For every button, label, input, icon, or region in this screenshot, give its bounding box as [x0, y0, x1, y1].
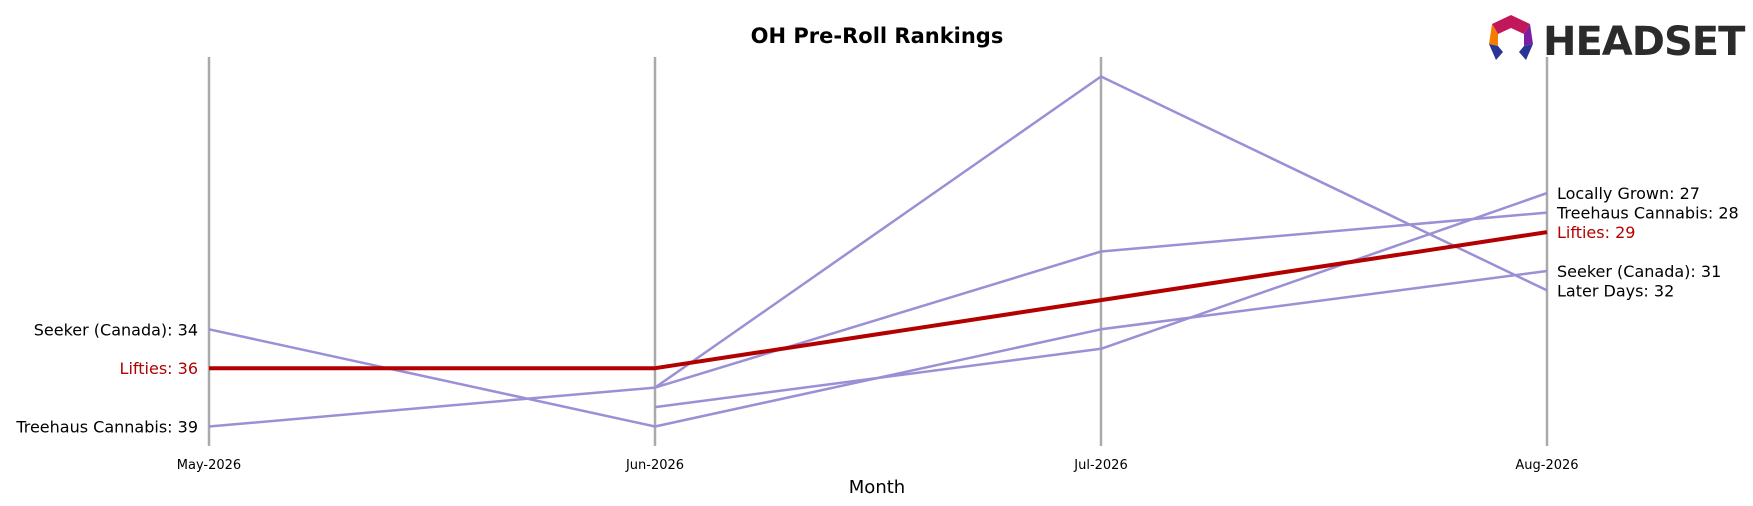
right-end-label: Lifties: 29 [1557, 223, 1635, 242]
right-end-label: Seeker (Canada): 31 [1557, 262, 1721, 281]
headset-logo-icon [1489, 15, 1533, 60]
right-end-label: Later Days: 32 [1557, 281, 1674, 300]
series-line-seeker-canada [208, 269, 1548, 428]
series-lines [208, 75, 1548, 428]
chart-title: OH Pre-Roll Rankings [751, 24, 1004, 48]
series-line-lifties [209, 230, 1548, 371]
x-axis-title: Month [849, 477, 905, 498]
headset-logo-text: HEADSET [1543, 19, 1746, 65]
x-tick-label: May-2026 [177, 458, 241, 473]
month-axis-lines [207, 57, 1549, 446]
x-tick-label: Jun-2026 [625, 458, 684, 473]
right-end-label: Locally Grown: 27 [1557, 184, 1700, 203]
x-tick-labels: May-2026 Jun-2026 Jul-2026 Aug-2026 [177, 458, 1579, 473]
left-end-label: Treehaus Cannabis: 39 [15, 418, 198, 437]
left-end-label: Seeker (Canada): 34 [34, 320, 198, 339]
x-tick-label: Aug-2026 [1515, 458, 1578, 473]
series-line-treehaus-cannabis [208, 211, 1548, 428]
series-line-locally-grown [654, 191, 1548, 409]
left-end-labels: Seeker (Canada): 34 Lifties: 36 Treehaus C… [15, 320, 198, 436]
headset-logo: HEADSET [1489, 15, 1747, 65]
x-tick-label: Jul-2026 [1073, 458, 1127, 473]
left-end-label: Lifties: 36 [120, 359, 198, 378]
series-line-later-days [654, 75, 1548, 389]
right-end-label: Treehaus Cannabis: 28 [1556, 204, 1739, 223]
